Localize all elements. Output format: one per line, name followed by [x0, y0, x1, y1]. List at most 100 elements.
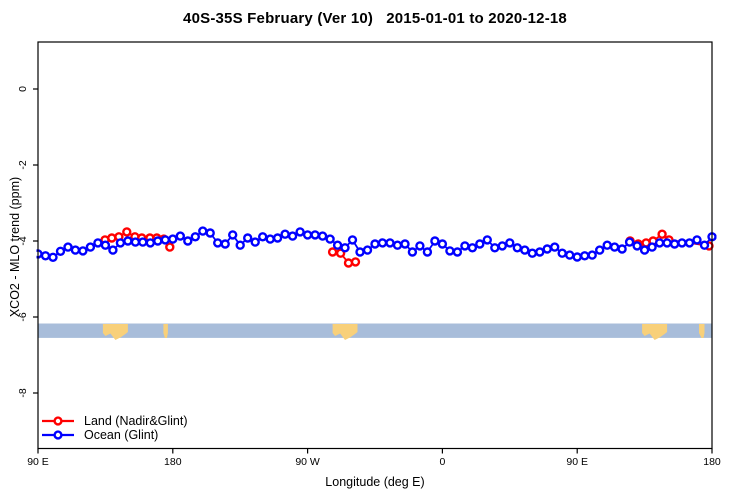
data-point: [347, 235, 358, 245]
data-point: [557, 248, 567, 258]
data-point: [242, 233, 253, 243]
data-point: [205, 228, 215, 238]
data-point: [332, 240, 343, 250]
data-point: [475, 239, 485, 249]
data-point: [265, 234, 275, 244]
x-tick-label: 90 E: [566, 456, 588, 468]
data-point: [108, 245, 118, 255]
data-point: [168, 234, 178, 244]
data-point: [287, 231, 298, 241]
data-point: [55, 246, 66, 257]
data-point: [460, 241, 470, 251]
data-point: [520, 245, 530, 255]
x-tick-label: 90 E: [27, 456, 49, 468]
data-point: [512, 243, 522, 253]
y-axis-title: XCO2 - MLO trend (ppm): [8, 176, 22, 318]
land-series-symbol: [42, 416, 74, 426]
data-point: [145, 238, 156, 248]
map-strip-land-patch: [332, 324, 358, 340]
legend-item-land: Land (Nadir&Glint): [41, 414, 188, 428]
data-point: [85, 242, 96, 252]
y-tick-label: -2: [17, 160, 29, 170]
data-point: [325, 234, 335, 244]
data-point: [70, 245, 81, 255]
data-point: [415, 241, 425, 251]
y-tick-label: -4: [17, 236, 29, 246]
x-tick-label: 180: [164, 456, 182, 468]
data-point: [407, 247, 418, 257]
data-point: [280, 229, 290, 239]
y-tick-label: 0: [17, 86, 29, 92]
data-point: [122, 227, 132, 237]
data-point: [572, 252, 582, 262]
data-point: [40, 251, 51, 261]
data-point: [437, 239, 448, 249]
chart-title: 40S-35S February (Ver 10) 2015-01-01 to …: [183, 10, 567, 27]
data-point: [490, 243, 500, 253]
y-tick-label: -8: [17, 388, 29, 398]
data-point: [385, 238, 395, 248]
data-point: [692, 235, 702, 245]
data-point: [258, 232, 268, 242]
legend-label-ocean: Ocean (Glint): [84, 428, 159, 442]
data-point: [684, 238, 695, 248]
data-point: [657, 229, 667, 239]
data-point: [63, 242, 73, 252]
data-point: [422, 247, 433, 257]
data-point: [350, 257, 361, 267]
data-point: [123, 236, 133, 246]
data-point: [400, 239, 410, 249]
legend-item-ocean: Ocean (Glint): [41, 428, 188, 442]
data-point: [677, 238, 687, 248]
data-point: [310, 230, 320, 240]
y-tick-label: -6: [17, 312, 29, 322]
data-point: [272, 233, 283, 243]
data-point: [227, 230, 238, 240]
data-point: [595, 245, 605, 255]
data-point: [602, 240, 612, 250]
data-point: [327, 247, 338, 257]
data-point: [580, 251, 590, 261]
plot-border: [37, 41, 713, 450]
data-point: [100, 240, 111, 250]
data-point: [662, 238, 672, 248]
data-point: [505, 238, 515, 248]
data-point: [647, 242, 657, 252]
data-point: [175, 231, 186, 241]
data-point: [93, 238, 103, 248]
data-point: [699, 240, 710, 250]
data-point: [377, 238, 388, 248]
data-point: [527, 248, 537, 258]
x-tick-label: 180: [703, 456, 721, 468]
data-point: [48, 252, 58, 262]
data-point: [550, 242, 560, 252]
data-point: [445, 246, 455, 256]
data-point: [609, 242, 620, 252]
x-tick-label: 0: [439, 456, 446, 468]
data-point: [212, 238, 223, 248]
data-point: [138, 237, 148, 247]
map-strip-ocean: [38, 323, 712, 338]
ocean-series-symbol: [42, 430, 74, 440]
data-point: [317, 231, 328, 241]
data-point: [370, 239, 380, 249]
map-strip-land-patch: [699, 324, 705, 338]
data-point: [565, 250, 575, 260]
data-point: [165, 242, 175, 252]
data-point: [130, 237, 141, 247]
data-point: [482, 235, 492, 245]
data-point: [452, 247, 463, 257]
series-layer: [36, 226, 717, 268]
data-point: [220, 239, 230, 249]
data-point: [115, 238, 126, 248]
data-point: [160, 235, 171, 245]
data-point: [362, 245, 373, 255]
data-point: [624, 237, 635, 247]
map-strip-land-patch: [102, 324, 128, 340]
data-point: [587, 250, 597, 260]
data-point: [542, 244, 552, 254]
data-point: [250, 237, 260, 247]
data-point: [632, 241, 642, 251]
